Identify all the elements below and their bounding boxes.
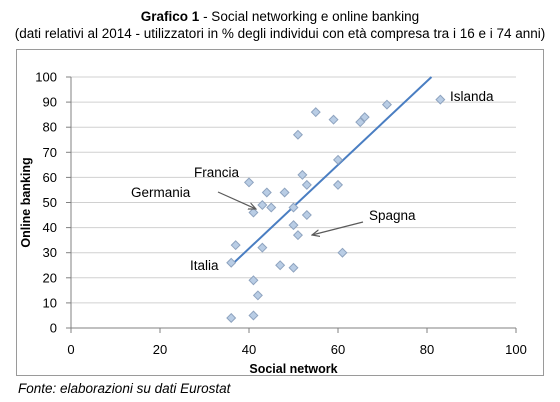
trendline-layer <box>230 76 433 266</box>
annotation-arrow <box>217 191 256 209</box>
data-point <box>355 117 366 128</box>
trendline <box>230 76 433 266</box>
data-point <box>332 154 344 165</box>
data-point <box>301 179 312 190</box>
y-tick-label: 70 <box>43 145 57 160</box>
y-tick-label: 30 <box>43 245 57 260</box>
x-tick-label: 100 <box>505 342 527 357</box>
data-point <box>248 310 259 321</box>
annotation-label: Italia <box>190 258 219 273</box>
y-tick-label: 80 <box>43 120 57 135</box>
data-point <box>297 169 308 180</box>
chart-frame <box>16 49 544 376</box>
data-point <box>248 275 259 286</box>
source-note: Fonte: elaborazioni su dati Eurostat <box>18 381 231 396</box>
data-points <box>226 94 446 323</box>
data-point <box>243 177 255 188</box>
x-tick-label: 20 <box>153 342 167 357</box>
y-axis-title: Online banking <box>19 157 33 247</box>
y-tick-label: 50 <box>43 195 57 210</box>
chart-title: Grafico 1 - Social networking e online b… <box>0 9 560 24</box>
y-tick-label: 60 <box>43 170 57 185</box>
data-point <box>359 112 370 123</box>
data-point <box>226 257 237 268</box>
chart-title-bold: Grafico 1 <box>140 9 200 24</box>
data-point <box>288 220 299 231</box>
data-point <box>328 114 339 125</box>
annotation-label: Francia <box>194 165 240 180</box>
data-point <box>292 129 303 140</box>
data-point <box>381 99 392 110</box>
data-point <box>310 107 321 118</box>
data-point <box>266 202 277 213</box>
tick-labels: 0 10 20 30 40 50 60 70 80 90 100 0 20 40 60 80 100 <box>35 70 527 358</box>
data-point <box>248 207 259 218</box>
data-point <box>337 247 348 258</box>
annotation-label: Islanda <box>450 89 494 104</box>
data-point <box>230 240 241 251</box>
data-point <box>257 242 268 253</box>
data-point <box>279 187 290 198</box>
x-axis-title: Social network <box>249 362 337 376</box>
y-tick-label: 40 <box>43 220 57 235</box>
data-point <box>301 210 312 221</box>
y-tick-label: 0 <box>50 321 57 336</box>
data-point <box>288 202 299 213</box>
x-tick-label: 0 <box>67 342 74 357</box>
x-tick-label: 60 <box>331 342 345 357</box>
annotation-label: Germania <box>131 185 191 200</box>
data-point <box>292 230 303 241</box>
data-point <box>261 187 272 198</box>
data-point <box>275 260 286 271</box>
data-point <box>435 94 446 105</box>
axes <box>66 76 517 333</box>
y-tick-label: 10 <box>43 295 57 310</box>
chart-subtitle: (dati relativi al 2014 - utilizzatori in… <box>14 26 546 41</box>
x-tick-label: 40 <box>242 342 256 357</box>
data-point <box>332 179 344 190</box>
y-tick-label: 100 <box>35 70 57 85</box>
data-point <box>226 312 237 323</box>
y-tick-label: 90 <box>43 95 57 110</box>
chart-title-rest: - Social networking e online banking <box>199 9 420 24</box>
annotation-arrow <box>312 221 364 235</box>
y-tick-label: 20 <box>43 270 57 285</box>
x-tick-label: 80 <box>420 342 434 357</box>
data-point <box>257 200 268 211</box>
data-point <box>288 262 299 273</box>
annotation-label: Spagna <box>369 208 416 223</box>
data-point <box>252 290 263 301</box>
